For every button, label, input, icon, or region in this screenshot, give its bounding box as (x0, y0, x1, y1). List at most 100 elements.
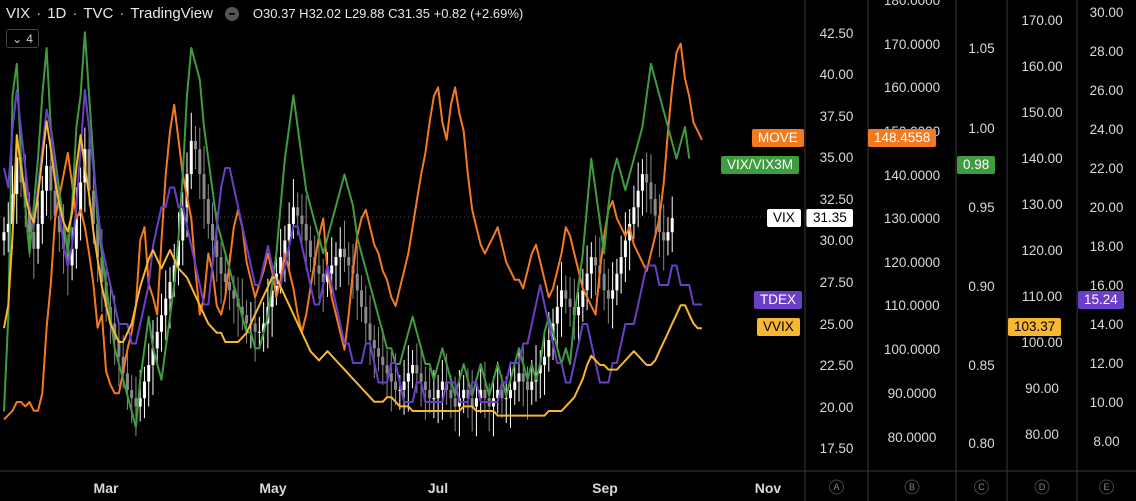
axis-tick-label: 90.00 (1025, 381, 1059, 396)
axis-tick-label: 140.0000 (884, 168, 940, 183)
move-line (3, 42, 703, 421)
axis-tick-label: 18.00 (1090, 239, 1124, 254)
axis-tick-label: 1.00 (968, 121, 994, 136)
vix-candle-body (653, 199, 657, 216)
vix-candle-body (368, 323, 372, 341)
vix-candle-body (474, 398, 478, 407)
vix-vix3m-price-badge: 0.98 (957, 156, 996, 174)
axis-tick-label: 170.0000 (884, 37, 940, 52)
move-legend-tag[interactable]: MOVE (752, 129, 804, 147)
minimize-icon[interactable] (224, 6, 239, 21)
vix-candle-body (555, 306, 559, 324)
vvix-price-badge: 103.37 (1008, 318, 1062, 336)
vix-candle-body (100, 257, 104, 282)
separator-dot: · (72, 5, 78, 22)
vix-candle-body (623, 240, 627, 258)
vix-candle-body (538, 365, 542, 374)
axis-tick-label: 160.00 (1021, 59, 1062, 74)
interval-label[interactable]: 1D (47, 5, 67, 22)
axis-id-circle (904, 479, 920, 495)
axis-tick-label: 10.00 (1090, 395, 1124, 410)
vix-candle-body (257, 331, 261, 333)
vix-candle-body (6, 223, 10, 233)
vix-candle-body (381, 356, 385, 365)
vix-candle-body (15, 157, 19, 195)
axis-tick-label: 22.50 (820, 358, 854, 373)
axis-tick-label: 14.00 (1090, 317, 1124, 332)
vix-candle-body (117, 340, 121, 357)
vix-candle-body (640, 174, 644, 191)
separator-dot: · (36, 5, 42, 22)
vix-candle-body (517, 373, 521, 382)
vvix-legend-tag[interactable]: VVIX (757, 318, 800, 336)
vix-candle-body (49, 165, 53, 191)
time-axis-label: Nov (755, 480, 782, 496)
price-axes: 42.50 40.00 37.50 35.00 32.50 30.00 27.50 25.00… (820, 0, 1124, 495)
symbol-name[interactable]: VIX (6, 5, 31, 22)
vix-candle-body (657, 215, 661, 233)
tdex-legend-tag[interactable]: TDEX (754, 291, 803, 309)
vix-candle-body (287, 223, 291, 241)
vix-candle-body (347, 257, 351, 266)
vix-candle-body (385, 365, 389, 374)
axis-tick-label: 30.00 (820, 233, 854, 248)
vix-candle-body (342, 248, 346, 258)
axis-id-label: C (978, 482, 985, 492)
vix-legend-tag[interactable]: VIX (767, 209, 801, 227)
vix-candle-body (560, 290, 564, 307)
vix-candle-body (428, 389, 432, 399)
axis-tick-label: 0.95 (968, 200, 994, 215)
axis-tick-label: 37.50 (820, 109, 854, 124)
axis-tick-label: 1.05 (968, 41, 994, 56)
vix-candle-body (228, 282, 232, 291)
vix-candle-body (155, 331, 159, 349)
exchange-label: TVC (83, 5, 114, 22)
vix-candle-body (500, 389, 504, 399)
vix-candle-body (321, 273, 325, 282)
axis-id-label: B (909, 482, 915, 492)
axis-tick-label: 8.00 (1093, 434, 1119, 449)
vix-candle-body (466, 389, 470, 399)
axis-tick-label: 40.00 (820, 67, 854, 82)
axis-tick-label: 80.0000 (888, 430, 937, 445)
vix-candle-body (611, 290, 615, 299)
axis-tick-label: 0.85 (968, 358, 994, 373)
time-axis-label: Mar (94, 480, 119, 496)
axis-tick-label: 160.0000 (884, 80, 940, 95)
vix-candle-body (121, 356, 125, 374)
vix-candle-body (181, 207, 185, 241)
vix-candle-body (283, 240, 287, 258)
vix-candle-body (436, 389, 440, 399)
vix-candle-body (125, 373, 129, 390)
vix-candle-body (147, 365, 151, 382)
vix-candle-body (581, 290, 585, 307)
vix-candle-body (432, 398, 436, 400)
axis-tick-label: 120.00 (1021, 243, 1062, 258)
axis-tick-label: 150.00 (1021, 105, 1062, 120)
vix-vix3m-legend-tag[interactable]: VIX/VIX3M (721, 156, 800, 174)
indicators-collapse-button[interactable]: ⌄ 4 (6, 29, 39, 48)
vix-candle-body (334, 257, 338, 266)
vix-candle-body (440, 381, 444, 390)
axis-id-circle (1099, 479, 1114, 495)
vix-candle-body (389, 373, 393, 382)
vix-candle-body (325, 273, 329, 282)
axis-tick-label: 130.00 (1021, 197, 1062, 212)
vix-candle-body (594, 257, 598, 266)
vix-candle-body (360, 290, 364, 307)
vix-candle-body (57, 215, 61, 233)
vix-candle-body (53, 190, 57, 216)
vix-candle-body (245, 315, 249, 324)
vix-candle-body (615, 273, 619, 291)
vix-candle-body (547, 340, 551, 357)
vix-candle-body (628, 223, 632, 241)
axis-tick-label: 100.0000 (884, 342, 940, 357)
vix-candle-body (415, 365, 419, 374)
vix-candle-body (513, 381, 517, 390)
vix-candle-body (377, 348, 381, 357)
vix-candles (2, 112, 674, 437)
vix-candle-body (526, 381, 529, 390)
vix-candle-body (291, 207, 295, 224)
